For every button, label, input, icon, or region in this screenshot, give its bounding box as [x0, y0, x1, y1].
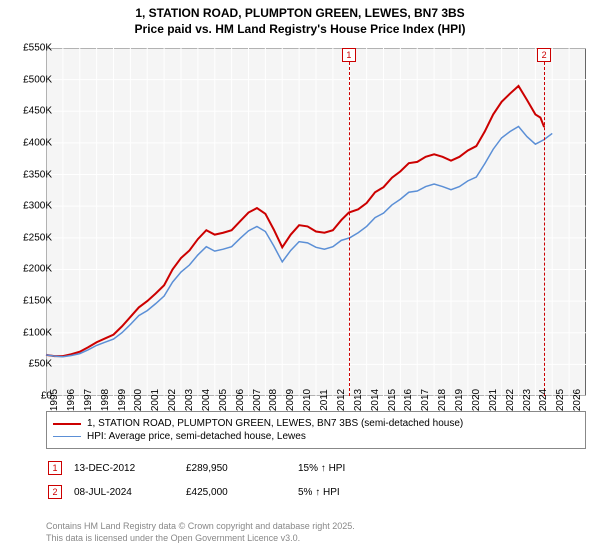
x-axis-label: 2007 — [252, 389, 263, 411]
marker-row: 1 13-DEC-2012£289,95015% ↑ HPI — [48, 457, 355, 479]
x-axis-label: 2006 — [235, 389, 246, 411]
x-axis-label: 2020 — [471, 389, 482, 411]
marker-num-icon: 1 — [48, 461, 62, 475]
x-axis-label: 2023 — [522, 389, 533, 411]
legend-label: 1, STATION ROAD, PLUMPTON GREEN, LEWES, … — [87, 418, 463, 429]
x-axis-label: 2013 — [353, 389, 364, 411]
legend-row: 1, STATION ROAD, PLUMPTON GREEN, LEWES, … — [53, 418, 579, 429]
marker-date: 08-JUL-2024 — [74, 481, 184, 503]
footer-line1: Contains HM Land Registry data © Crown c… — [46, 521, 355, 533]
legend: 1, STATION ROAD, PLUMPTON GREEN, LEWES, … — [46, 411, 586, 449]
x-axis-label: 1997 — [83, 389, 94, 411]
x-axis-label: 2011 — [319, 389, 330, 411]
marker-price: £425,000 — [186, 481, 296, 503]
y-axis-label: £300K — [23, 201, 52, 212]
y-axis-label: £150K — [23, 296, 52, 307]
x-axis-label: 2014 — [370, 389, 381, 411]
marker-row: 2 08-JUL-2024£425,0005% ↑ HPI — [48, 481, 355, 503]
x-axis-label: 2010 — [302, 389, 313, 411]
legend-label: HPI: Average price, semi-detached house,… — [87, 431, 306, 442]
y-axis-label: £450K — [23, 106, 52, 117]
y-axis-label: £400K — [23, 137, 52, 148]
x-axis-label: 2016 — [403, 389, 414, 411]
x-axis-label: 2024 — [538, 389, 549, 411]
x-axis-label: 2002 — [167, 389, 178, 411]
y-axis-label: £500K — [23, 74, 52, 85]
legend-swatch — [53, 423, 81, 425]
legend-row: HPI: Average price, semi-detached house,… — [53, 431, 579, 442]
x-axis-label: 2000 — [133, 389, 144, 411]
x-axis-label: 2005 — [218, 389, 229, 411]
x-axis-label: 2008 — [268, 389, 279, 411]
marker-date: 13-DEC-2012 — [74, 457, 184, 479]
marker-pct: 15% ↑ HPI — [298, 457, 355, 479]
series-lines — [46, 48, 586, 396]
title-line1: 1, STATION ROAD, PLUMPTON GREEN, LEWES, … — [0, 6, 600, 22]
chart-area: 12 — [46, 48, 586, 396]
y-axis-label: £350K — [23, 169, 52, 180]
legend-swatch — [53, 436, 81, 437]
markers-table: 1 13-DEC-2012£289,95015% ↑ HPI 2 08-JUL-202… — [46, 455, 357, 505]
y-axis-label: £100K — [23, 327, 52, 338]
marker-line — [349, 62, 350, 396]
x-axis-label: 2018 — [437, 389, 448, 411]
marker-price: £289,950 — [186, 457, 296, 479]
x-axis-label: 2025 — [555, 389, 566, 411]
x-axis-label: 1996 — [66, 389, 77, 411]
x-axis-label: 2009 — [285, 389, 296, 411]
x-axis-label: 2015 — [387, 389, 398, 411]
x-axis-label: 2022 — [505, 389, 516, 411]
y-axis-label: £50K — [29, 359, 52, 370]
x-axis-label: 2017 — [420, 389, 431, 411]
y-axis-label: £250K — [23, 232, 52, 243]
marker-box: 1 — [342, 48, 356, 62]
x-axis-label: 2012 — [336, 389, 347, 411]
x-axis-label: 2021 — [488, 389, 499, 411]
x-axis-label: 1998 — [100, 389, 111, 411]
y-axis-label: £200K — [23, 264, 52, 275]
marker-box: 2 — [537, 48, 551, 62]
x-axis-label: 2026 — [572, 389, 583, 411]
x-axis-label: 2019 — [454, 389, 465, 411]
x-axis-label: 2004 — [201, 389, 212, 411]
chart-title: 1, STATION ROAD, PLUMPTON GREEN, LEWES, … — [0, 0, 600, 37]
marker-num-icon: 2 — [48, 485, 62, 499]
marker-line — [544, 62, 545, 396]
x-axis-label: 2001 — [150, 389, 161, 411]
y-axis-label: £550K — [23, 43, 52, 54]
x-axis-label: 2003 — [184, 389, 195, 411]
footer: Contains HM Land Registry data © Crown c… — [46, 521, 355, 544]
x-axis-label: 1999 — [117, 389, 128, 411]
x-axis-label: 1995 — [49, 389, 60, 411]
marker-pct: 5% ↑ HPI — [298, 481, 355, 503]
title-line2: Price paid vs. HM Land Registry's House … — [0, 22, 600, 38]
footer-line2: This data is licensed under the Open Gov… — [46, 533, 355, 545]
